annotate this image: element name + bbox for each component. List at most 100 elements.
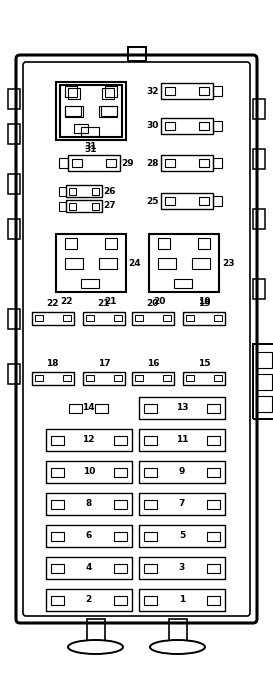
Bar	[198, 238, 210, 249]
Text: 22: 22	[61, 297, 73, 306]
Bar	[35, 375, 43, 381]
Bar	[207, 595, 220, 604]
Bar	[213, 196, 222, 206]
Bar	[199, 197, 209, 205]
Bar	[65, 238, 77, 249]
Bar	[214, 375, 222, 381]
Bar	[132, 371, 174, 384]
Text: 17: 17	[97, 359, 110, 369]
Bar	[8, 124, 20, 144]
Text: 21: 21	[105, 297, 117, 306]
Bar	[161, 193, 213, 209]
Bar	[51, 595, 64, 604]
Bar	[213, 158, 222, 168]
Bar	[51, 532, 64, 540]
Text: 19: 19	[198, 297, 210, 306]
Bar	[253, 99, 265, 119]
Bar	[65, 106, 83, 117]
Bar	[99, 106, 117, 117]
FancyBboxPatch shape	[16, 55, 257, 623]
Bar	[46, 589, 132, 611]
Bar	[183, 371, 225, 384]
Text: 15: 15	[198, 359, 210, 369]
Bar	[106, 159, 116, 167]
Text: 6: 6	[86, 532, 92, 540]
Bar	[139, 557, 225, 579]
Bar	[59, 158, 68, 168]
Bar	[214, 315, 222, 321]
Bar	[207, 532, 220, 540]
Bar	[174, 279, 192, 288]
Bar	[199, 87, 209, 95]
Bar	[8, 89, 20, 109]
Text: 11: 11	[176, 435, 188, 445]
Bar	[132, 312, 174, 325]
Bar	[149, 234, 219, 292]
Bar	[163, 315, 171, 321]
Bar	[114, 468, 127, 477]
Text: 1: 1	[179, 595, 185, 604]
Bar	[165, 197, 175, 205]
Bar	[165, 87, 175, 95]
Bar	[186, 315, 194, 321]
Bar	[207, 500, 220, 509]
Bar	[59, 202, 66, 211]
Bar	[8, 219, 20, 239]
Text: 21: 21	[98, 299, 110, 308]
Bar	[114, 595, 127, 604]
Bar	[81, 127, 99, 136]
Text: 8: 8	[86, 500, 92, 509]
Bar	[102, 88, 114, 99]
Text: 26: 26	[104, 187, 116, 196]
Text: 9: 9	[179, 468, 185, 477]
Text: 4: 4	[85, 564, 92, 572]
Bar	[144, 595, 157, 604]
Bar	[46, 557, 132, 579]
Bar	[161, 155, 213, 171]
Text: 27: 27	[104, 202, 116, 210]
Bar	[46, 493, 132, 515]
Bar	[114, 315, 122, 321]
Bar	[256, 352, 272, 368]
Bar	[183, 312, 225, 325]
Bar	[213, 121, 222, 131]
Bar	[8, 174, 20, 194]
Bar	[72, 159, 82, 167]
Bar	[192, 258, 210, 269]
Bar	[253, 344, 273, 419]
Bar	[207, 564, 220, 572]
Bar	[253, 149, 265, 169]
Bar	[139, 461, 225, 483]
Bar	[68, 155, 120, 171]
Text: 30: 30	[147, 122, 159, 130]
Bar	[95, 403, 108, 413]
Bar	[144, 532, 157, 540]
Bar	[165, 122, 175, 130]
Bar	[69, 403, 82, 413]
Text: 20: 20	[154, 297, 166, 306]
Bar	[56, 234, 126, 292]
Bar	[74, 124, 88, 133]
Text: 22: 22	[46, 299, 59, 308]
Bar	[32, 371, 74, 384]
Text: 7: 7	[179, 500, 185, 509]
Text: 3: 3	[179, 564, 185, 572]
Bar	[199, 159, 209, 167]
Bar	[63, 315, 71, 321]
Bar	[99, 258, 117, 269]
Bar	[92, 187, 99, 194]
Bar	[69, 202, 76, 210]
Bar	[144, 435, 157, 445]
Bar	[56, 82, 126, 140]
Text: 23: 23	[222, 259, 235, 268]
Text: 19: 19	[198, 299, 210, 308]
Bar	[46, 461, 132, 483]
Bar	[86, 375, 94, 381]
Bar	[165, 159, 175, 167]
Text: 5: 5	[179, 532, 185, 540]
Bar	[69, 187, 76, 194]
Bar	[207, 403, 220, 413]
Text: 31: 31	[84, 145, 97, 154]
Bar	[139, 397, 225, 419]
Text: 18: 18	[46, 359, 59, 369]
